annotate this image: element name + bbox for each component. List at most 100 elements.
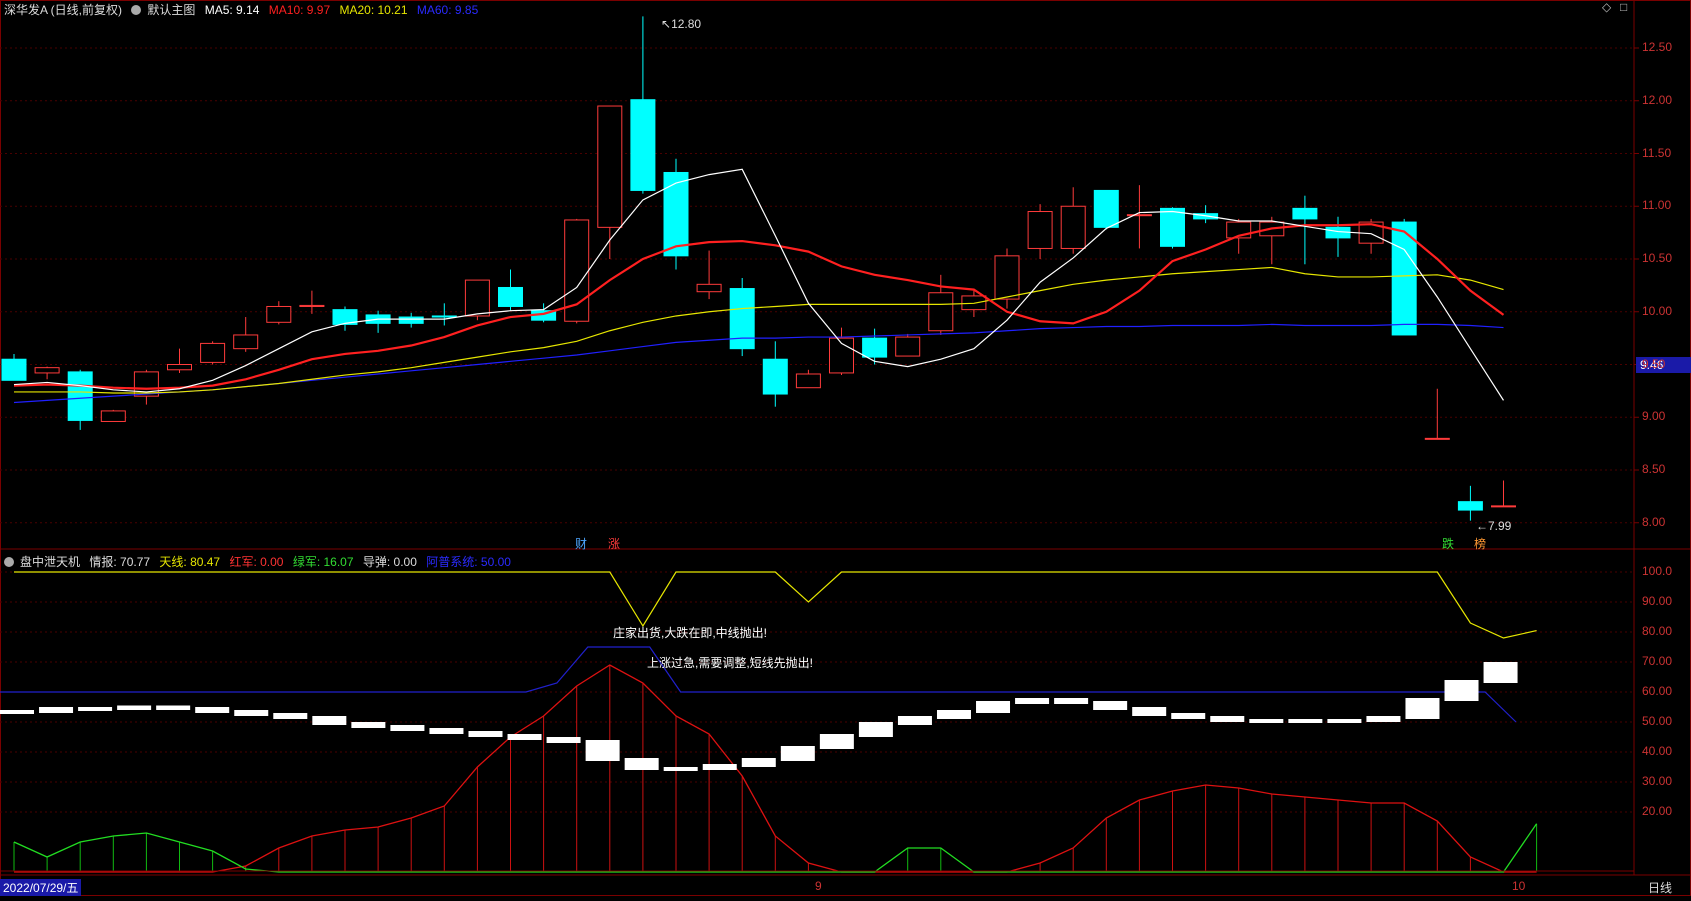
high-marker: ↖12.80 xyxy=(661,17,702,31)
ma10-value: MA10: 9.97 xyxy=(268,3,331,17)
intel-block xyxy=(1366,716,1401,722)
intel-block xyxy=(1054,698,1089,704)
indicator-name[interactable]: 盘中泄天机 xyxy=(20,555,81,569)
intel-block xyxy=(702,764,737,770)
annotation-distribution: 庄家出货,大跌在即,中线抛出! xyxy=(613,626,768,640)
candle-up xyxy=(795,373,821,389)
indicator-axis-label: 20.00 xyxy=(1642,804,1673,818)
candle-down xyxy=(398,316,424,324)
intel-block xyxy=(858,722,893,737)
intel-block xyxy=(1171,713,1206,719)
intel-block xyxy=(351,722,386,728)
indicator-axis-label: 40.00 xyxy=(1642,744,1673,758)
intel-block xyxy=(1132,707,1167,716)
ma5-value: MA5: 9.14 xyxy=(204,3,260,17)
price-axis-label: 10.00 xyxy=(1642,303,1673,318)
candle-down xyxy=(729,288,755,350)
candle-up xyxy=(1126,214,1152,217)
intel-block xyxy=(195,707,230,713)
candle-down xyxy=(1391,221,1417,336)
event-label-fall[interactable]: 跌 xyxy=(1442,537,1455,551)
intel-block xyxy=(936,710,971,719)
price-axis-label: 8.50 xyxy=(1642,462,1666,476)
price-axis-label: 10.50 xyxy=(1642,251,1673,265)
main-chart-name[interactable]: 默认主图 xyxy=(147,3,196,17)
candle-down xyxy=(332,309,358,325)
indicator-axis-label: 100.0 xyxy=(1642,564,1673,578)
window-icon[interactable]: □ xyxy=(1620,0,1628,14)
candle-down xyxy=(67,371,93,421)
candle-up xyxy=(895,336,921,357)
candle-down xyxy=(762,358,788,395)
candle-up xyxy=(299,304,325,307)
intel-block xyxy=(507,734,542,740)
last-price-tag: 9.46 xyxy=(1636,357,1691,373)
intel-block xyxy=(234,710,269,716)
missile-value: 导弹: 0.00 xyxy=(362,555,417,569)
price-axis-label: 9.50 xyxy=(1642,356,1666,371)
intel-block xyxy=(1444,680,1479,701)
period-button[interactable]: 日线 xyxy=(1648,881,1673,895)
indicator-settings-icon[interactable] xyxy=(4,557,14,567)
ma20-value: MA20: 10.21 xyxy=(339,3,408,17)
intel-block xyxy=(780,746,815,761)
candle-down xyxy=(1292,207,1318,220)
intel-block xyxy=(117,705,152,710)
indicator-header: 盘中泄天机 情报: 70.77 天线: 80.47 红军: 0.00 绿军: 1… xyxy=(4,553,517,570)
intel-block xyxy=(546,737,581,743)
intel-block xyxy=(1249,719,1284,723)
intel-block xyxy=(273,713,308,719)
candle-up xyxy=(233,334,259,350)
candle-up xyxy=(200,342,226,363)
sky-line xyxy=(14,571,1537,639)
price-axis-label: 8.00 xyxy=(1642,514,1666,529)
candle-up xyxy=(597,105,623,228)
candle-up xyxy=(100,410,126,422)
ma5-line xyxy=(13,168,1505,401)
intel-block xyxy=(585,740,620,761)
low-marker-value: 7.99 xyxy=(1488,519,1512,533)
green-army-value: 绿军: 16.07 xyxy=(292,555,354,569)
intel-value: 情报: 70.77 xyxy=(89,555,151,569)
defense-line xyxy=(0,646,1517,723)
high-marker-value: 12.80 xyxy=(671,17,702,31)
event-label-rank[interactable]: 榜 xyxy=(1474,537,1487,551)
candle-up xyxy=(1491,505,1516,508)
chart-settings-icon[interactable] xyxy=(131,5,142,15)
candle-down xyxy=(1093,189,1119,228)
candle-down xyxy=(862,337,888,358)
intel-block xyxy=(741,758,776,767)
candle-up xyxy=(1027,211,1053,249)
candle-down xyxy=(498,286,523,307)
indicator-axis-label: 60.00 xyxy=(1642,684,1673,698)
intel-block xyxy=(976,701,1011,713)
intel-block xyxy=(156,705,191,710)
event-label-rise[interactable]: 涨 xyxy=(608,537,621,551)
indicator-axis-label: 90.00 xyxy=(1642,594,1673,608)
candle-down xyxy=(663,171,689,257)
candle-down xyxy=(630,99,656,191)
indicator-axis-label: 50.00 xyxy=(1642,714,1673,728)
candle-up xyxy=(266,305,292,323)
candle-down xyxy=(1,358,27,381)
candle-up xyxy=(464,279,490,317)
intel-block xyxy=(897,716,932,725)
red-army-value: 红军: 0.00 xyxy=(229,555,284,569)
price-axis-label: 12.00 xyxy=(1642,92,1673,107)
stock-title[interactable]: 深华发A (日线,前复权) xyxy=(4,3,123,17)
ma20-line xyxy=(14,266,1504,394)
intel-block xyxy=(429,728,464,734)
diamond-icon[interactable]: ◇ xyxy=(1602,0,1612,14)
event-label-finance[interactable]: 财 xyxy=(575,537,588,551)
candle-down xyxy=(1160,207,1185,247)
intel-block xyxy=(1288,719,1323,723)
red-army-line xyxy=(14,664,1537,873)
intel-block xyxy=(624,758,659,770)
ma10-line xyxy=(13,223,1505,390)
price-axis-label: 11.50 xyxy=(1642,145,1672,160)
intel-block xyxy=(1327,719,1362,723)
intel-block xyxy=(390,725,425,731)
